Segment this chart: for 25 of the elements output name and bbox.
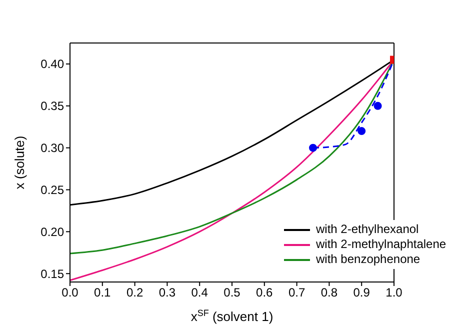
x-tick-label: 0.8 <box>320 286 338 300</box>
point <box>374 102 382 110</box>
y-tick-label: 0.25 <box>40 183 64 198</box>
x-axis-title: x$^{SF}$ (solvent 1) <box>190 308 274 324</box>
legend-label: with 2-ethylhexanol <box>316 222 419 237</box>
y-tick-label: 0.20 <box>40 224 64 239</box>
x-tick-label: 0.3 <box>158 286 176 300</box>
x-tick-label: 0.1 <box>94 286 112 300</box>
x-tick-label: 0.7 <box>288 286 306 300</box>
x-tick-label: 0.5 <box>224 286 241 300</box>
y-tick-label: 0.30 <box>40 141 64 156</box>
legend-label: with 2-methylnaphtalene <box>316 237 446 252</box>
x-tick-label: 0.0 <box>62 286 79 300</box>
x-tick-label: 0.9 <box>353 286 370 300</box>
point <box>309 144 317 152</box>
y-tick-label: 0.40 <box>40 57 64 72</box>
legend-label: with benzophenone <box>316 252 420 267</box>
y-tick-label: 0.15 <box>40 266 64 281</box>
x-tick-label: 0.4 <box>191 286 208 300</box>
y-axis-title: x (solute) <box>12 136 27 190</box>
point <box>358 127 366 136</box>
y-tick-label: 0.35 <box>40 99 64 114</box>
x-tick-label: 1.0 <box>386 286 403 300</box>
x-tick-label: 0.6 <box>256 286 274 300</box>
x-tick-label: 0.2 <box>126 286 144 300</box>
